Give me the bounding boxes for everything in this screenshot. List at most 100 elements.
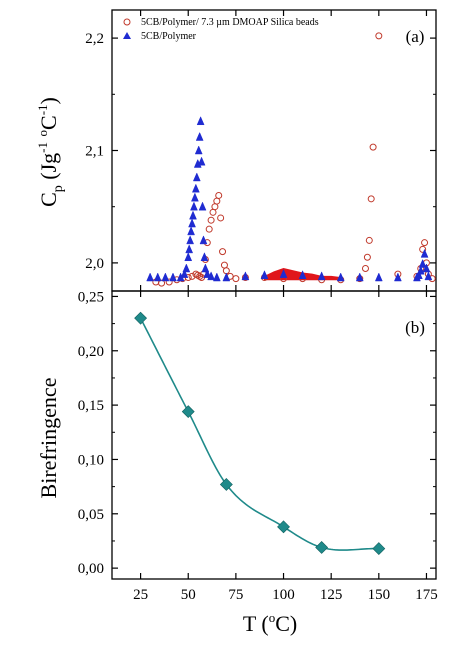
data-point-triangle [241,271,250,281]
data-point-triangle [420,248,429,258]
data-point-triangle [187,226,195,236]
data-point-triangle [186,235,195,245]
y-axis-title-part: (Jg [36,153,61,185]
legend-marker-triangle [123,32,131,39]
y-axis-title: Cp (Jg-1 oC-1) [35,97,66,207]
y-tick-label: 0,05 [78,507,104,523]
data-point-triangle [185,244,194,254]
x-axis-title: T (oC) [243,610,297,636]
y-axis-title-sub: p [51,185,66,192]
data-point-triangle [355,272,364,282]
data-point-circle [369,143,377,151]
data-point-circle [220,261,228,269]
series-polymer [146,116,433,282]
data-point-triangle [146,272,155,282]
data-point-triangle [184,252,193,262]
data-point-triangle [153,272,162,282]
data-point-triangle [416,265,425,275]
data-point-circle [158,279,166,287]
data-point-triangle [298,270,307,280]
y-tick-label: 0,15 [78,398,104,414]
data-point-circle [215,191,223,199]
data-point-circle [209,208,217,216]
y-axis-title-part: C [36,192,61,207]
data-point-circle [367,195,375,203]
data-point-diamond [134,311,148,325]
x-axis-title-part: T ( [243,611,269,636]
y-tick-label: 0,25 [78,289,104,305]
data-point-triangle [191,183,200,193]
data-point-triangle [260,270,269,280]
data-point-triangle [422,263,431,273]
data-point-triangle [195,131,204,141]
panel-a-cp-chart: 2,0 2,1 2,2 5CB/Polymer/ 7.3 µm DMOAP Silic… [35,9,437,292]
data-point-triangle [192,172,201,182]
panel-label: (b) [405,318,425,337]
legend-label: 5CB/Polymer [141,31,197,42]
data-point-triangle [374,272,383,282]
data-point-circle [419,245,427,253]
data-point-triangle [414,270,423,280]
y-axis-title-part: C [36,115,61,130]
y-axis-title-part: ) [36,97,61,104]
data-point-diamond [219,478,233,491]
data-point-circle [365,236,373,244]
data-point-triangle [198,201,207,211]
data-point-circle [361,265,369,273]
data-point-triangle [199,235,208,245]
data-point-circle [363,253,371,261]
legend: 5CB/Polymer/ 7.3 µm DMOAP Silica beads 5C… [123,17,319,42]
x-tick-label: 175 [415,587,438,603]
data-point-circle [211,203,219,211]
data-point-triangle [191,192,199,202]
panel-label: (a) [406,27,425,46]
x-tick-label: 25 [133,587,148,603]
data-point-triangle [418,258,427,268]
data-point-circle [421,239,429,247]
series-silica-beads [152,32,436,287]
data-point-triangle [197,156,206,166]
data-point-triangle [161,272,170,282]
data-point-circle [213,197,221,205]
data-point-triangle [180,269,189,278]
y-axis-title-sup: -1 [35,142,50,153]
data-point-triangle [207,271,215,281]
x-axis-title-sup: o [269,610,276,625]
data-point-triangle [194,145,203,155]
legend-marker-circle [123,18,131,26]
data-point-triangle [190,201,198,211]
data-point-triangle [279,269,288,278]
data-point-triangle [336,272,345,282]
x-tick-label: 125 [320,587,343,603]
data-point-triangle [203,269,212,278]
data-point-diamond [372,542,386,555]
data-point-circle [232,275,240,283]
data-point-diamond [277,520,290,534]
panel-b-frame [111,290,437,580]
data-point-triangle [196,116,205,126]
y-tick-label: 0,10 [78,452,104,468]
y-tick-label: 2,2 [85,31,104,47]
data-point-circle [205,225,213,233]
y-axis-title-sup: -1 [35,104,50,115]
data-point-triangle [189,210,197,220]
data-point-triangle [222,272,231,282]
y-axis-title-sup: o [35,130,50,137]
data-point-diamond [181,405,195,419]
x-tick-label: 150 [368,587,391,603]
panel-a-frame [111,9,437,292]
fit-curve [139,317,379,551]
data-point-triangle [182,263,191,273]
x-tick-label: 100 [272,587,295,603]
x-tick-label: 75 [228,587,243,603]
data-point-triangle [169,272,177,282]
y-tick-label: 2,1 [85,144,104,160]
data-point-circle [375,32,383,40]
data-point-circle [165,278,173,286]
y-tick-label: 0,20 [78,344,104,360]
panel-b-birefringence-chart: 0,00 0,05 0,10 0,15 0,20 0,25 25 50 75 100 125 150 1… [36,289,438,636]
y-tick-label: 2,0 [85,256,104,272]
x-axis-title-part: C) [275,611,297,636]
